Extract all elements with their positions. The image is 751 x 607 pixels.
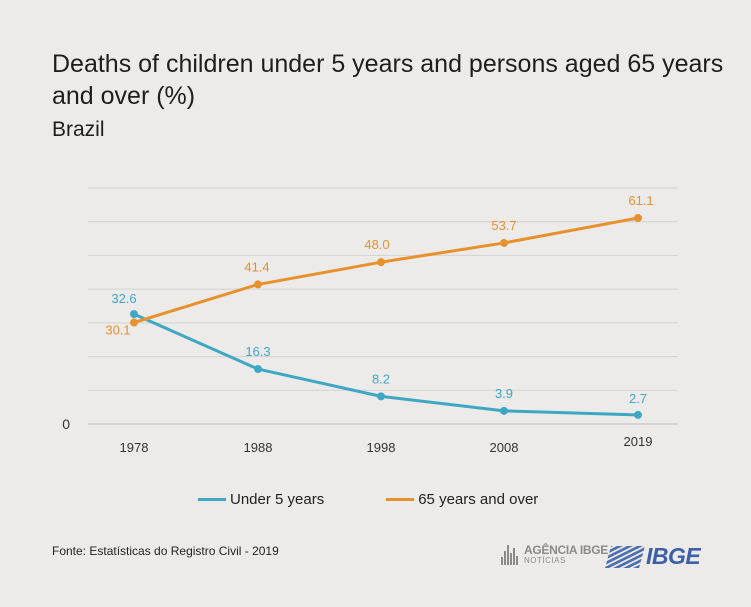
- x-tick-label: 1988: [244, 440, 273, 455]
- series-1: 30.1 41.4 48.0 53.7 61.1: [105, 193, 653, 338]
- x-tick-label: 2019: [624, 434, 653, 449]
- data-point: [254, 280, 262, 289]
- x-tick-label: 1978: [120, 440, 149, 455]
- ibge-stripes-icon: [605, 545, 645, 568]
- legend-item-65-over: 65 years and over: [386, 491, 538, 508]
- data-point: [500, 406, 508, 415]
- agencia-logo-text: AGÊNCIA IBGE: [524, 542, 608, 557]
- grid-lines: [88, 187, 678, 425]
- data-label: 3.9: [495, 386, 513, 401]
- agencia-ibge-logo: AGÊNCIA IBGE NOTÍCIAS: [501, 543, 608, 565]
- x-tick-label: 2008: [490, 440, 519, 455]
- legend-label-under-5: Under 5 years: [230, 491, 325, 508]
- data-point: [500, 238, 508, 247]
- data-point: [254, 365, 262, 374]
- data-label: 48.0: [364, 237, 389, 252]
- chart-title: Deaths of children under 5 years and per…: [52, 50, 724, 110]
- data-point: [634, 410, 642, 419]
- data-label: 8.2: [372, 371, 390, 386]
- legend-item-under-5: Under 5 years: [198, 491, 324, 508]
- data-point: [130, 318, 138, 327]
- data-point: [130, 310, 138, 319]
- agencia-bars-icon: [501, 543, 519, 565]
- data-label: 2.7: [629, 391, 647, 406]
- source-note: Fonte: Estatísticas do Registro Civil - …: [52, 544, 279, 558]
- series-line: [133, 216, 639, 324]
- y-tick-labels: 0: [62, 416, 70, 432]
- legend-swatch-65-over: [386, 498, 415, 501]
- series-line: [133, 312, 639, 417]
- series-0: 32.6 16.3 8.2 3.9 2.7: [111, 291, 647, 419]
- ibge-logo-text: IBGE: [646, 543, 701, 569]
- data-label: 16.3: [245, 344, 270, 359]
- ibge-logo: IBGE: [605, 543, 701, 570]
- chart-subtitle: Brazil: [52, 118, 105, 141]
- data-label: 41.4: [244, 259, 269, 274]
- x-tick-label: 1998: [367, 440, 396, 455]
- y-tick-label: 0: [62, 416, 70, 432]
- agencia-logo-subtext: NOTÍCIAS: [524, 555, 566, 565]
- legend-swatch-under-5: [198, 498, 226, 501]
- data-label: 61.1: [628, 193, 653, 208]
- legend-label-65-over: 65 years and over: [418, 491, 539, 508]
- legend: Under 5 years 65 years and over: [198, 491, 600, 508]
- data-label: 53.7: [491, 218, 516, 233]
- data-label: 32.6: [111, 291, 136, 306]
- data-point: [634, 214, 642, 223]
- data-point: [377, 258, 385, 267]
- x-tick-labels: 1978 1988 1998 2008 2019: [120, 434, 653, 455]
- data-point: [377, 392, 385, 401]
- data-label: 30.1: [105, 323, 130, 338]
- series-layer: 32.6 16.3 8.2 3.9 2.7 30.1 41.4 48.0 53.7 61.1: [105, 193, 654, 419]
